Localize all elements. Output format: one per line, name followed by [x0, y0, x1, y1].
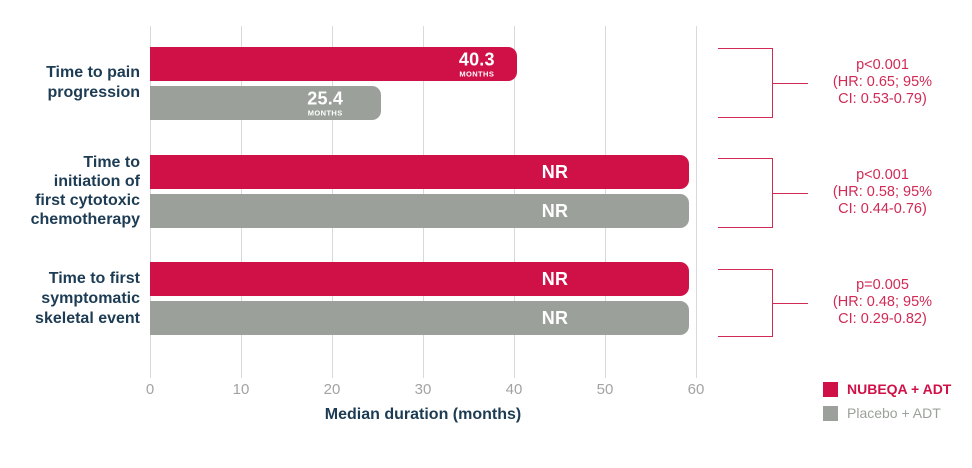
stat-leader-line: [773, 83, 808, 84]
stat-text-pain-progression: p<0.001 (HR: 0.65; 95% CI: 0.53-0.79): [832, 57, 933, 107]
x-tick-label: 40: [505, 381, 523, 398]
x-tick-label: 50: [596, 381, 614, 398]
bar-value: NR: [541, 269, 569, 289]
bar-value-label: NR: [531, 202, 579, 220]
bar-value: 25.4: [307, 88, 344, 109]
legend-label-placebo: Placebo + ADT: [847, 405, 941, 421]
bar-value-label: NR: [531, 163, 579, 181]
stat-text-chemotherapy: p<0.001 (HR: 0.58; 95% CI: 0.44-0.76): [832, 167, 933, 217]
stat-text-skeletal-event: p=0.005 (HR: 0.48; 95% CI: 0.29-0.82): [832, 277, 933, 327]
category-label-chemotherapy: Time to initiation of first cytotoxic ch…: [30, 154, 140, 228]
bar-unit: MONTHS: [307, 108, 343, 118]
legend-label-nubeqa: NUBEQA + ADT: [847, 381, 952, 397]
bar-value-label: 40.3 MONTHS: [459, 50, 495, 78]
bar-nubeqa-chemotherapy: NR: [150, 155, 689, 189]
bar-placebo-pain-progression: 25.4 MONTHS: [150, 86, 382, 120]
bar-placebo-skeletal-event: NR: [150, 301, 689, 335]
bar-nubeqa-skeletal-event: NR: [150, 262, 689, 296]
category-label-skeletal-event: Time to first symptomatic skeletal event: [35, 270, 140, 327]
x-tick-label: 30: [414, 381, 432, 398]
x-tick-label: 20: [323, 381, 341, 398]
stat-bracket: [718, 48, 773, 118]
bar-unit: MONTHS: [459, 69, 495, 79]
stat-leader-line: [773, 303, 808, 304]
bar-value: NR: [541, 201, 569, 221]
bar-nubeqa-pain-progression: 40.3 MONTHS: [150, 47, 517, 81]
x-tick-label: 0: [145, 381, 155, 398]
bar-placebo-chemotherapy: NR: [150, 194, 689, 228]
gridline-60: [696, 26, 697, 378]
bar-value: NR: [541, 162, 569, 182]
x-tick-label: 60: [687, 381, 705, 398]
x-tick-label: 10: [232, 381, 250, 398]
bar-value-label: NR: [531, 270, 579, 288]
legend-swatch-nubeqa: [823, 382, 838, 397]
bar-value-label: NR: [531, 309, 579, 327]
stat-bracket: [718, 158, 773, 228]
bar-value-label: 25.4 MONTHS: [307, 89, 343, 117]
stat-bracket: [718, 269, 773, 337]
stat-leader-line: [773, 193, 808, 194]
bar-value: 40.3: [458, 49, 495, 70]
x-axis-label: Median duration (months): [324, 406, 522, 423]
category-label-pain-progression: Time to pain progression: [46, 64, 140, 101]
bar-value: NR: [541, 308, 569, 328]
legend-swatch-placebo: [823, 406, 838, 421]
